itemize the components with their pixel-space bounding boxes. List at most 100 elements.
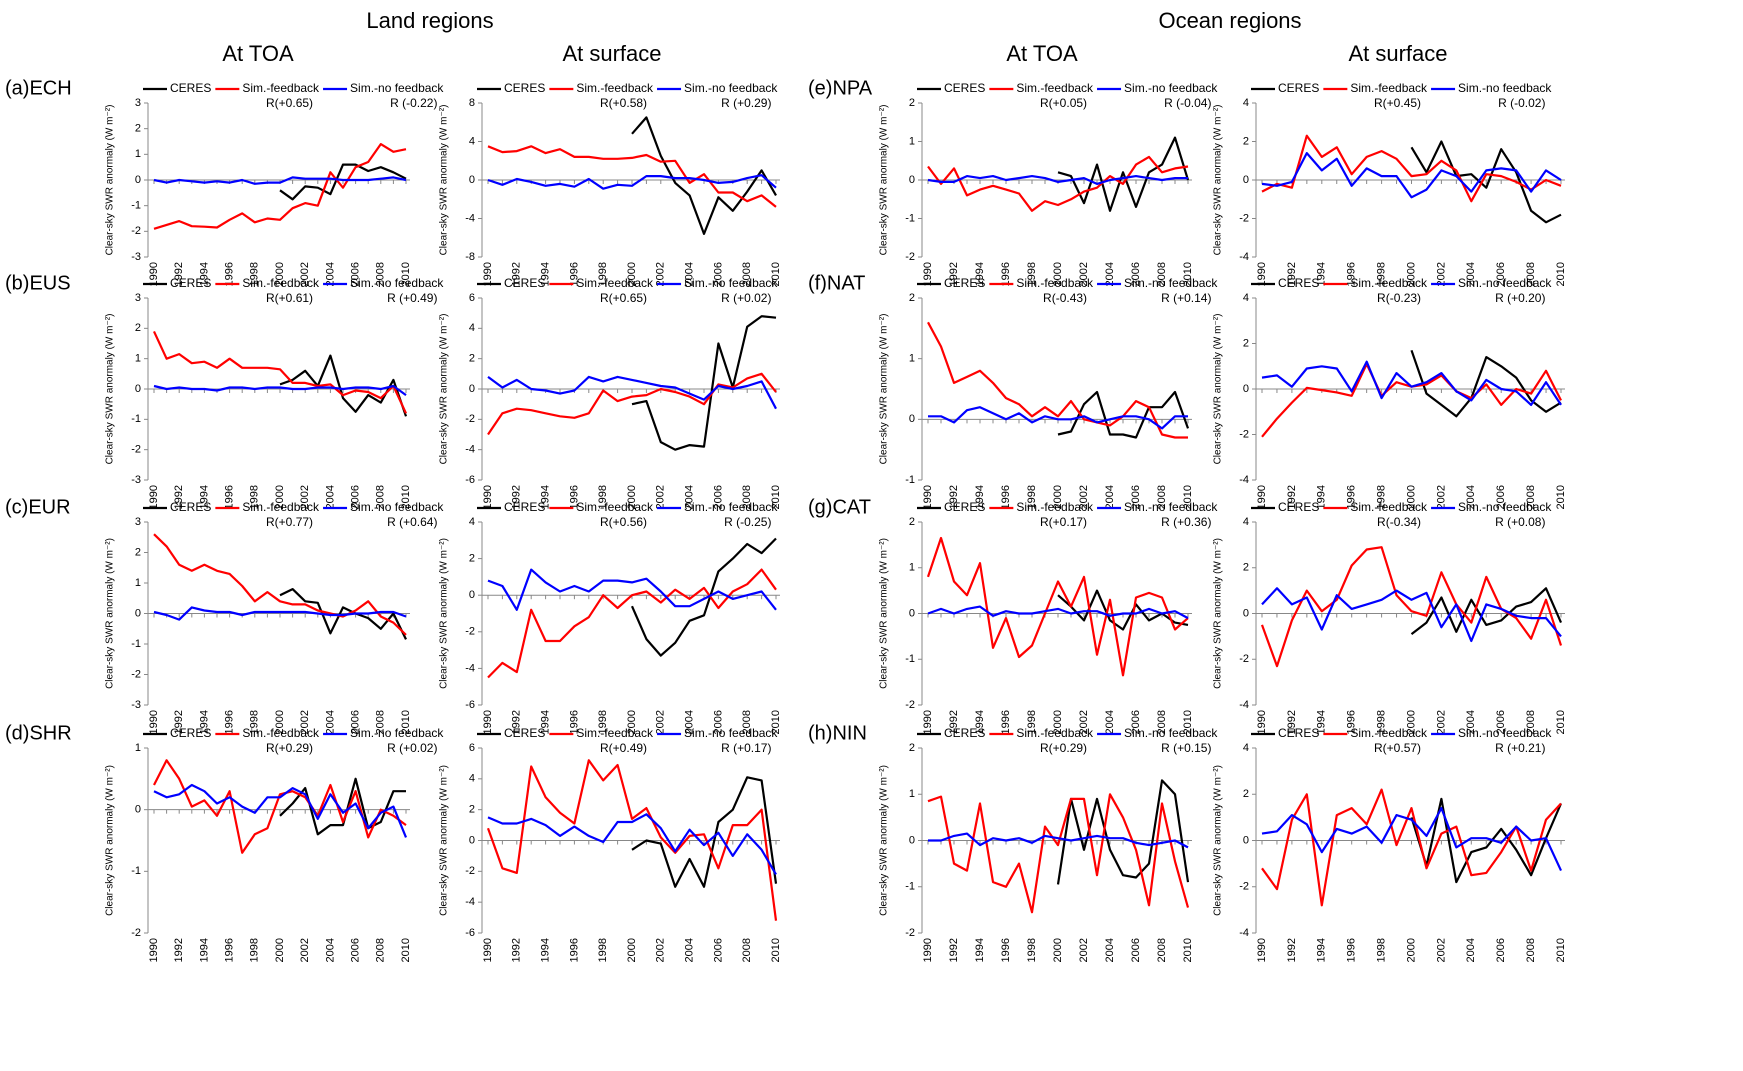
y-tick-label: 2 <box>469 353 475 365</box>
series-line <box>487 375 777 410</box>
annotation: R(+0.56) <box>600 515 647 529</box>
x-tick-label: 1992 <box>511 262 523 286</box>
panel-label: (d)SHR <box>5 722 72 744</box>
y-tick-label: -2 <box>1239 653 1249 665</box>
x-tick-label: 1990 <box>1256 938 1268 962</box>
x-tick-label: 2000 <box>626 485 638 509</box>
series-line <box>153 384 407 396</box>
y-tick-label: 4 <box>1243 516 1249 528</box>
y-tick-label: 0 <box>1243 834 1249 846</box>
y-tick-label: -2 <box>905 699 915 711</box>
y-tick-label: -2 <box>131 444 141 456</box>
x-tick-label: 1996 <box>1346 262 1358 286</box>
x-tick-label: 2002 <box>1078 262 1090 286</box>
x-tick-label: 2004 <box>324 938 336 962</box>
y-tick-label: -2 <box>465 413 475 425</box>
legend-label: Sim.-no feedback <box>350 81 444 95</box>
x-tick-label: 1998 <box>1376 938 1388 962</box>
y-tick-label: -6 <box>465 927 475 939</box>
annotation: R (+0.20) <box>1495 291 1545 305</box>
series-line <box>1260 546 1563 668</box>
x-tick-label: 2006 <box>712 262 724 286</box>
series-line <box>1261 807 1562 872</box>
y-tick-label: 0 <box>1243 174 1249 186</box>
legend-label: CERES <box>504 81 545 95</box>
y-tick-label: 4 <box>469 135 475 147</box>
series-line <box>631 116 777 235</box>
x-tick-label: 2006 <box>1495 938 1507 962</box>
y-tick-label: 2 <box>909 97 915 109</box>
legend-label: CERES <box>1278 726 1319 740</box>
y-tick-label: 2 <box>1243 562 1249 574</box>
column-title: At surface <box>562 41 661 66</box>
y-axis-label: Clear-sky SWR anormaly (W m⁻²) <box>439 538 450 689</box>
x-tick-label: 1996 <box>568 938 580 962</box>
panel-label: (f)NAT <box>808 272 865 294</box>
legend-label: CERES <box>504 500 545 514</box>
x-tick-label: 2004 <box>1465 710 1477 734</box>
y-tick-label: 6 <box>469 292 475 304</box>
x-tick-label: 1990 <box>1256 485 1268 509</box>
legend-label: Sim.-feedback <box>1016 726 1094 740</box>
y-tick-label: 1 <box>909 788 915 800</box>
y-tick-label: -3 <box>131 474 141 486</box>
x-tick-label: 1992 <box>1286 938 1298 962</box>
legend-label: CERES <box>944 276 985 290</box>
series-line <box>279 354 408 417</box>
x-tick-label: 2008 <box>1156 710 1168 734</box>
x-tick-label: 1994 <box>1316 485 1328 509</box>
y-tick-label: -4 <box>1239 251 1249 263</box>
annotation: R(-0.43) <box>1043 291 1087 305</box>
annotation: R (-0.04) <box>1164 96 1211 110</box>
x-tick-label: 1990 <box>922 262 934 286</box>
y-tick-label: -1 <box>131 200 141 212</box>
series-line <box>927 605 1189 620</box>
y-tick-label: 2 <box>135 322 141 334</box>
x-tick-label: 2010 <box>1555 262 1567 286</box>
annotation: R (-0.22) <box>390 96 437 110</box>
y-axis-label: Clear-sky SWR anormaly (W m⁻²) <box>1213 105 1224 256</box>
x-tick-label: 2010 <box>770 262 782 286</box>
series-line <box>279 163 407 201</box>
y-tick-label: -2 <box>1239 428 1249 440</box>
x-tick-label: 2000 <box>274 938 286 962</box>
y-tick-label: 2 <box>909 516 915 528</box>
x-tick-label: 1998 <box>249 262 261 286</box>
y-tick-label: -1 <box>905 474 915 486</box>
x-tick-label: 1994 <box>198 485 210 509</box>
y-tick-label: 1 <box>135 148 141 160</box>
x-tick-label: 2006 <box>1495 262 1507 286</box>
y-tick-label: 0 <box>909 174 915 186</box>
x-tick-label: 2008 <box>375 710 387 734</box>
y-tick-label: 1 <box>135 353 141 365</box>
series-line <box>153 783 408 838</box>
legend-label: CERES <box>170 500 211 514</box>
x-tick-label: 1990 <box>922 710 934 734</box>
panel-label: (g)CAT <box>808 496 871 518</box>
x-tick-label: 2002 <box>1435 485 1447 509</box>
x-tick-label: 2006 <box>712 938 724 962</box>
annotation: R (+0.64) <box>387 515 437 529</box>
series-line <box>1261 152 1562 199</box>
legend-label: Sim.-no feedback <box>684 81 778 95</box>
x-tick-label: 1992 <box>1286 710 1298 734</box>
annotation: R (+0.29) <box>721 96 771 110</box>
y-tick-label: 1 <box>909 353 915 365</box>
legend-label: Sim.-no feedback <box>1458 276 1552 290</box>
x-tick-label: 2008 <box>1156 938 1168 962</box>
series-line <box>487 145 777 208</box>
x-tick-label: 1998 <box>249 710 261 734</box>
x-tick-label: 2006 <box>1130 710 1142 734</box>
series-line <box>153 143 407 230</box>
series-line <box>1057 589 1189 631</box>
y-axis-label: Clear-sky SWR anormaly (W m⁻²) <box>105 538 116 689</box>
y-tick-label: 2 <box>909 292 915 304</box>
annotation: R(+0.65) <box>266 96 313 110</box>
series-line <box>153 533 407 636</box>
y-tick-label: -3 <box>131 251 141 263</box>
annotation: R(+0.29) <box>1040 741 1087 755</box>
x-tick-label: 1994 <box>974 710 986 734</box>
legend-label: Sim.-feedback <box>242 500 320 514</box>
series-line <box>928 832 1189 849</box>
x-tick-label: 2006 <box>350 710 362 734</box>
